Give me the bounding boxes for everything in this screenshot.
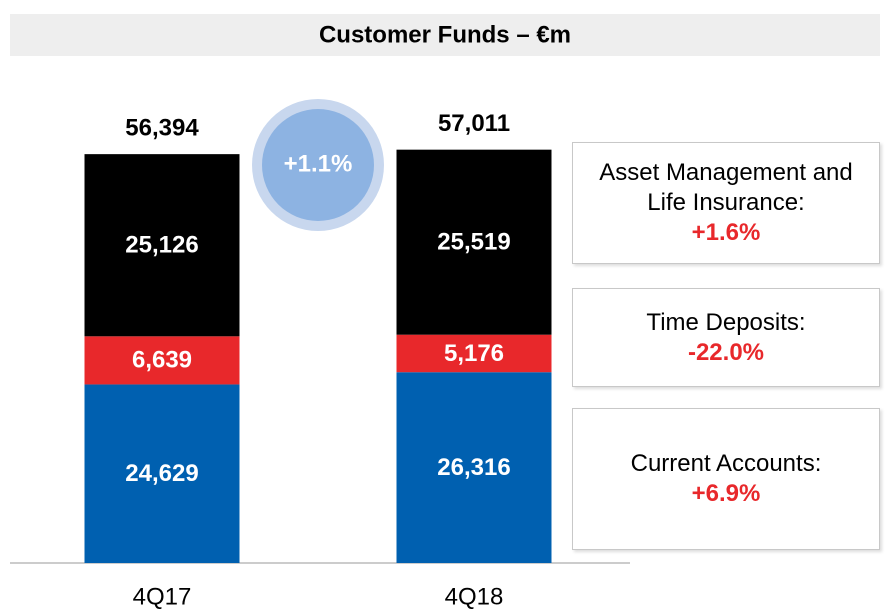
value-label: 6,639 bbox=[132, 347, 192, 374]
bar-segment bbox=[84, 154, 240, 337]
chart-title: Customer Funds – €m bbox=[319, 21, 571, 48]
value-label: 25,126 bbox=[125, 232, 198, 259]
value-label: 5,176 bbox=[444, 340, 504, 367]
bubble bbox=[262, 109, 374, 221]
bar-segment bbox=[396, 334, 552, 373]
title-bar bbox=[10, 14, 880, 56]
bar-segment bbox=[84, 384, 240, 563]
x-tick-label: 4Q18 bbox=[445, 583, 504, 610]
x-tick-label: 4Q17 bbox=[133, 583, 192, 610]
annotation-box: Time Deposits: -22.0% bbox=[572, 288, 880, 387]
value-label: 25,519 bbox=[437, 229, 510, 256]
total-label: 56,394 bbox=[125, 114, 199, 141]
annotation-change: -22.0% bbox=[687, 338, 765, 366]
value-label: 24,629 bbox=[125, 460, 198, 487]
bar-segment bbox=[84, 336, 240, 385]
annotation-box: Asset Management and Life Insurance: +1.… bbox=[572, 142, 880, 264]
total-label: 57,011 bbox=[438, 110, 510, 137]
annotation-text: Time Deposits: bbox=[646, 308, 806, 336]
annotation-text: Asset Management and Life Insurance: bbox=[599, 159, 853, 216]
annotation-box: Current Accounts: +6.9% bbox=[572, 408, 880, 550]
bar-segment bbox=[396, 372, 552, 563]
value-label: 26,316 bbox=[437, 454, 510, 481]
bar-segment bbox=[396, 149, 552, 335]
bubble-label: +1.1% bbox=[284, 150, 353, 177]
annotation-change: +6.9% bbox=[691, 480, 761, 507]
annotation-change: +1.6% bbox=[691, 219, 761, 246]
annotation-text: Current Accounts: bbox=[630, 450, 822, 477]
